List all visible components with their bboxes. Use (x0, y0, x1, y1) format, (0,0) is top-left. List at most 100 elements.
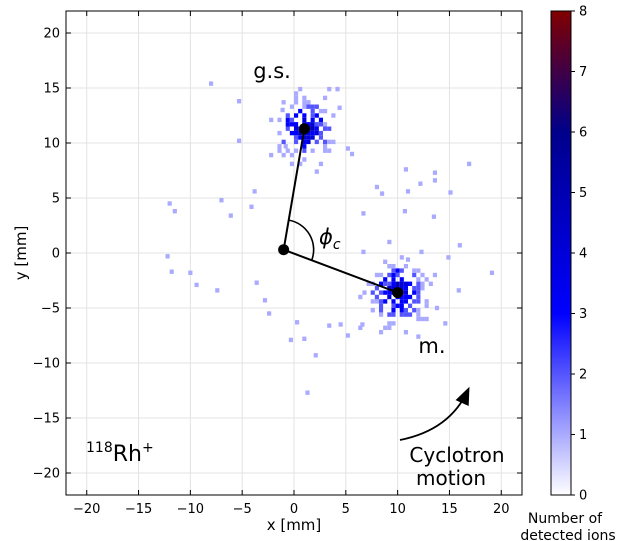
heatmap-cell (378, 290, 384, 295)
heatmap-cell (285, 117, 290, 123)
line-to-ground-state (282, 128, 306, 250)
heatmap-cell (416, 299, 421, 304)
x-tick-label: −15 (125, 502, 152, 517)
heatmap-cell (289, 122, 294, 127)
heatmap-cell (295, 320, 300, 325)
heatmap-cell (349, 151, 355, 157)
heatmap-cell (294, 130, 299, 136)
heatmap-cell (391, 268, 396, 273)
heatmap-cell (306, 100, 311, 105)
heatmap-cell (383, 259, 388, 264)
heatmap-cell (306, 130, 311, 136)
heatmap-cell (358, 325, 363, 330)
heatmap-cell (412, 299, 417, 304)
heatmap-cell (277, 130, 282, 136)
heatmap-cell (489, 270, 495, 275)
colorbar-tick-label: 7 (579, 65, 587, 80)
heatmap-cell (310, 108, 315, 114)
heatmap-cell (370, 299, 375, 304)
heatmap-cell (302, 139, 307, 145)
heatmap-cell (403, 286, 408, 291)
heatmap-cell (294, 113, 299, 118)
heatmap-cell (374, 272, 379, 278)
heatmap-cell (294, 100, 299, 105)
colorbar-tick-label: 3 (579, 307, 587, 322)
heatmap-cell (420, 286, 425, 291)
heatmap-cell (416, 290, 421, 295)
x-axis-label: x [mm] (267, 516, 322, 534)
y-tick-label: −20 (33, 467, 60, 482)
colorbar-tick-label: 0 (579, 489, 587, 504)
heatmap-cell (378, 312, 384, 317)
phi-symbol: ϕ (319, 225, 333, 249)
heatmap-cell (403, 264, 408, 269)
heatmap-cell (403, 330, 408, 335)
heatmap-cell (335, 86, 340, 92)
heatmap-cell (391, 299, 396, 304)
y-tick-label: −10 (33, 357, 60, 372)
colorbar-label-line1: Number of (528, 511, 603, 527)
heatmap-cell (416, 268, 421, 273)
heatmap-cell (378, 299, 384, 304)
heatmap-cell (399, 312, 404, 317)
heatmap-cell (281, 100, 286, 105)
heatmap-cell (318, 108, 324, 114)
heatmap-cell (395, 281, 400, 286)
heatmap-cell (402, 209, 407, 214)
heatmap-cell (314, 126, 319, 131)
heatmap-cell (399, 286, 404, 291)
heatmap-cell (374, 294, 379, 300)
heatmap-cell (289, 161, 294, 167)
heatmap-cell (387, 286, 392, 291)
heatmap-cell (387, 325, 392, 330)
heatmap-cell (285, 122, 290, 127)
heatmap-cell (412, 308, 417, 313)
x-tick-label: 10 (389, 502, 406, 517)
heatmap-cell (310, 113, 315, 118)
heatmap-cell (378, 281, 384, 286)
heatmap-cell (416, 312, 421, 317)
heatmap-cell (313, 353, 318, 358)
heatmap-cell (412, 272, 417, 278)
heatmap-cell (215, 288, 220, 293)
heatmap-cell (323, 148, 328, 153)
heatmap-cell (310, 126, 315, 131)
heatmap-cell (314, 130, 319, 136)
heatmap-cell (288, 337, 293, 343)
colorbar-tick-label: 5 (579, 186, 587, 201)
heatmap-cell (391, 272, 396, 278)
heatmap-cell (323, 126, 328, 131)
heatmap-cell (403, 308, 408, 313)
heatmap-cell (432, 272, 438, 278)
heatmap-cell (399, 268, 404, 273)
heatmap-cell (310, 135, 315, 140)
heatmap-cell (302, 113, 307, 118)
heatmap-cell (399, 308, 404, 313)
heatmap-cell (289, 152, 294, 158)
heatmap-cell (323, 95, 328, 101)
heatmap-cell (289, 130, 294, 136)
heatmap-cell (237, 99, 242, 104)
colorbar-tick-label: 8 (579, 5, 587, 20)
heatmap-cell (443, 321, 448, 326)
heatmap-cell (302, 100, 307, 105)
heatmap-cell (403, 290, 408, 295)
heatmap-cell (383, 325, 388, 330)
heatmap-cell (408, 281, 413, 286)
heatmap-cell (209, 81, 214, 86)
y-axis-label: y [mm] (12, 226, 30, 281)
heatmap-cell (416, 308, 421, 313)
heatmap-cell (318, 117, 324, 123)
heatmap-cell (418, 181, 423, 186)
heatmap-cell (424, 277, 429, 282)
heatmap-cell (298, 108, 303, 114)
heatmap-cell (432, 178, 438, 183)
heatmap-cell (306, 135, 311, 140)
heatmap-cell (302, 144, 307, 149)
ground-state-point (298, 123, 310, 135)
heatmap-cell (254, 280, 259, 285)
heatmap-cell (305, 390, 310, 395)
heatmap-cell (378, 303, 384, 308)
heatmap-cell (281, 139, 286, 145)
